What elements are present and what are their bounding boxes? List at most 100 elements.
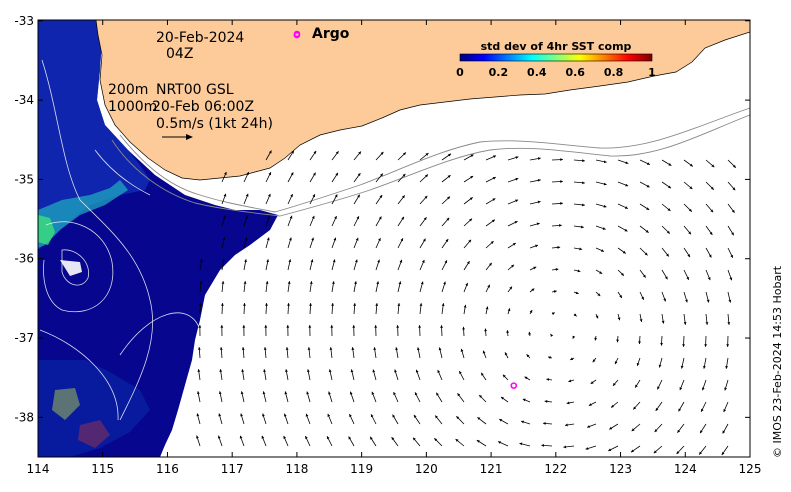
current-arrowhead [728, 299, 732, 303]
current-arrowhead [485, 306, 489, 310]
current-arrowhead [266, 237, 270, 241]
current-arrowhead [199, 281, 203, 284]
current-arrowhead [580, 225, 584, 229]
current-arrowhead [573, 313, 577, 317]
current-arrowhead [418, 325, 422, 328]
current-arrowhead [646, 184, 650, 188]
current-arrowhead [602, 227, 606, 230]
current-arrowhead [401, 216, 404, 220]
current-arrowhead [284, 391, 288, 395]
current-arrowhead [459, 371, 462, 375]
current-arrowhead [331, 281, 335, 285]
current-arrowhead [217, 435, 221, 439]
date-line2: 04Z [166, 46, 193, 62]
current-arrowhead [438, 347, 442, 351]
current-arrowhead [688, 231, 692, 235]
current-arrowhead [397, 303, 401, 306]
current-arrowhead [631, 428, 635, 432]
current-arrowhead [352, 325, 356, 328]
lon-tick-label: 121 [480, 462, 503, 476]
current-arrowhead [638, 341, 642, 344]
current-arrowhead [377, 259, 380, 263]
current-arrowhead [241, 369, 245, 372]
current-arrowhead [240, 391, 244, 395]
current-arrowhead [726, 344, 730, 347]
current-arrowhead [564, 423, 568, 427]
current-arrowhead [423, 217, 427, 221]
current-arrowhead [435, 415, 438, 419]
current-arrowhead [721, 452, 725, 456]
axes: 114 115 116 117 118 119 120 121 122 123 124 125 -33 -… [14, 14, 761, 476]
sst-contours [39, 59, 201, 421]
current-arrowhead [371, 391, 375, 395]
current-arrowhead [492, 198, 496, 202]
current-arrowhead [241, 347, 245, 350]
current-arrowhead [268, 172, 272, 176]
colorbar-tick-label: 0.4 [527, 66, 547, 79]
current-arrowhead [222, 259, 225, 263]
lon-tick-label: 122 [544, 462, 567, 476]
current-arrowhead [655, 407, 659, 411]
current-arrowhead [504, 352, 508, 356]
current-arrowhead [370, 414, 374, 418]
current-arrowhead [353, 303, 357, 306]
current-arrowhead [434, 438, 438, 442]
current-arrowhead [512, 243, 516, 246]
current-arrowhead [560, 158, 563, 162]
current-arrowhead [288, 259, 292, 263]
current-arrowhead [398, 281, 402, 285]
current-arrowhead [553, 290, 557, 293]
current-arrowhead [479, 395, 483, 398]
current-arrowhead [198, 303, 202, 306]
current-arrowhead [328, 391, 331, 395]
lon-tick-label: 114 [27, 462, 50, 476]
current-arrowhead [462, 326, 466, 330]
argo-floats [293, 31, 518, 389]
lon-tick-label: 117 [221, 462, 244, 476]
current-arrowhead [198, 325, 202, 328]
current-arrowhead [218, 413, 222, 417]
current-arrowhead [327, 413, 331, 417]
current-arrowhead [707, 277, 711, 281]
current-arrowhead [261, 435, 265, 439]
current-arrowhead [559, 224, 562, 227]
current-arrowhead [595, 315, 599, 319]
current-arrowhead [619, 295, 622, 298]
current-arrowhead [466, 261, 470, 265]
current-arrowhead [732, 164, 736, 168]
current-arrowhead [566, 401, 570, 405]
current-arrowhead [416, 347, 420, 351]
current-arrowhead [536, 222, 540, 226]
current-arrowhead [285, 369, 288, 373]
current-arrowhead [476, 440, 480, 443]
current-arrowhead [537, 157, 541, 160]
current-arrowhead [447, 175, 451, 178]
current-arrowhead [307, 347, 311, 350]
current-arrowhead [465, 282, 468, 286]
current-arrowhead [329, 347, 333, 350]
current-arrowhead [265, 281, 269, 284]
current-arrowhead [484, 328, 488, 332]
current-arrowhead [308, 325, 312, 328]
current-arrowhead [373, 347, 377, 351]
current-arrowhead [617, 317, 621, 321]
current-arrowhead [375, 303, 379, 306]
current-arrowhead [357, 173, 361, 177]
current-arrowhead [413, 437, 416, 441]
current-arrowhead [334, 194, 338, 198]
current-arrowhead [447, 196, 450, 200]
current-arrowhead [511, 264, 514, 268]
current-arrowhead [677, 429, 681, 433]
current-arrowhead [582, 203, 585, 207]
current-arrowhead [724, 387, 728, 391]
colorbar-tick-label: 1 [648, 66, 656, 79]
current-arrowhead [403, 152, 406, 156]
sst-data-region [38, 20, 278, 457]
current-arrowhead [548, 356, 551, 359]
current-arrowhead [614, 361, 618, 365]
current-arrowhead [267, 215, 271, 219]
current-arrowhead [378, 216, 382, 220]
current-arrowhead [551, 312, 555, 316]
current-arrowhead [531, 288, 535, 292]
current-arrowhead [326, 436, 330, 440]
